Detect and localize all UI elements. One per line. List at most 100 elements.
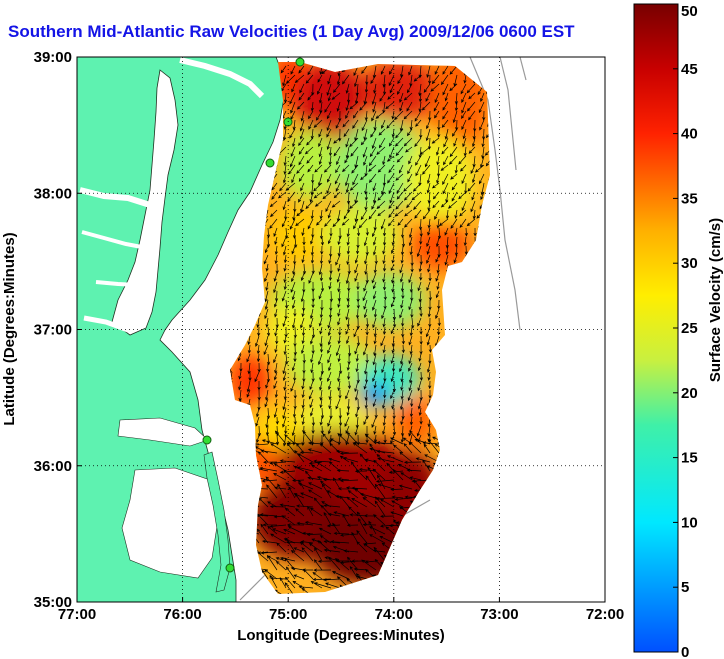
velocity-arrow [310,101,314,112]
velocity-arrow [353,218,359,230]
velocity-arrow [418,353,422,362]
velocity-arrow [376,454,386,463]
velocity-arrow [354,74,359,88]
velocity-arrow [274,389,278,398]
velocity-arrow [283,389,287,401]
velocity-arrow [356,541,368,553]
velocity-arrow [265,476,278,490]
velocity-arrow [449,146,458,158]
velocity-arrow [435,272,440,282]
velocity-arrow [365,560,377,564]
y-tick-label: 38:00 [34,185,72,202]
velocity-arrow [356,511,368,526]
velocity-arrow [363,128,368,141]
velocity-arrow [460,164,467,172]
velocity-arrow [427,371,431,381]
velocity-arrow [297,453,314,463]
velocity-arrow [451,182,458,191]
velocity-arrow [372,101,377,113]
velocity-arrow [293,371,297,382]
velocity-arrow [292,119,296,131]
velocity-arrow [255,416,260,427]
velocity-arrow [368,173,377,184]
velocity-arrow [346,245,350,255]
velocity-arrow [401,236,406,248]
velocity-arrow [411,317,415,329]
velocity-arrow [301,434,305,447]
velocity-arrow [354,263,359,274]
velocity-arrow [256,353,261,363]
velocity-arrow [454,245,459,257]
velocity-arrow [426,245,431,255]
velocity-arrow [442,83,449,96]
velocity-arrow [428,317,432,328]
velocity-arrow [379,92,386,102]
velocity-arrow [266,484,278,499]
velocity-arrow [401,290,405,300]
velocity-arrow [349,565,359,580]
colorbar-tick-label: 30 [681,255,698,272]
velocity-arrow [478,101,485,114]
velocity-arrow [345,326,350,335]
velocity-arrow [283,254,287,264]
velocity-arrow [400,416,404,426]
velocity-arrow [390,389,395,400]
velocity-arrow [264,308,269,320]
velocity-arrow [238,371,242,380]
velocity-arrow [434,209,440,220]
velocity-arrow [271,182,278,191]
velocity-arrow [269,574,278,589]
y-tick-label: 35:00 [34,594,72,611]
velocity-arrow [347,490,359,499]
velocity-arrow [448,155,458,165]
velocity-arrow [274,236,278,245]
velocity-arrow [306,155,314,164]
velocity-arrow [318,290,323,300]
velocity-arrow [396,155,404,163]
velocity-arrow [371,110,377,122]
velocity-arrow [313,182,323,192]
velocity-arrow [449,83,458,92]
velocity-arrow [372,468,386,481]
velocity-arrow [261,569,269,580]
velocity-arrow [327,173,332,183]
velocity-arrow [299,541,314,553]
velocity-arrow [427,308,431,318]
velocity-arrow [435,290,440,299]
velocity-arrow [269,524,287,528]
velocity-arrow [283,263,287,272]
velocity-arrow [480,92,485,102]
colorbar-label: Surface Velocity (cm/s) [707,218,724,382]
velocity-arrow [265,389,269,401]
velocity-arrow [408,65,413,76]
velocity-arrow [301,308,305,318]
velocity-arrow [408,353,413,365]
velocity-arrow [347,263,351,275]
velocity-arrow [298,92,305,101]
velocity-arrow [390,326,395,335]
velocity-arrow [296,521,314,526]
velocity-arrow [373,459,386,472]
velocity-arrow [409,476,422,481]
velocity-arrow [331,571,350,580]
velocity-arrow [267,525,278,535]
velocity-arrow [281,290,287,302]
velocity-arrow [387,173,395,184]
velocity-arrow [307,505,314,517]
velocity-arrow [351,164,359,174]
velocity-arrow [299,119,305,132]
velocity-arrow [337,433,350,445]
velocity-arrow [290,281,296,293]
velocity-arrow [363,308,368,319]
velocity-arrow [466,83,476,94]
velocity-arrow [311,299,315,309]
velocity-arrow [408,236,413,247]
velocity-arrow [290,549,305,562]
velocity-arrow [332,218,341,228]
velocity-arrow [291,290,296,301]
velocity-arrow [293,389,297,400]
velocity-arrow [279,577,287,589]
velocity-arrow [374,500,386,517]
velocity-arrow [381,380,386,390]
velocity-arrow [379,536,395,544]
